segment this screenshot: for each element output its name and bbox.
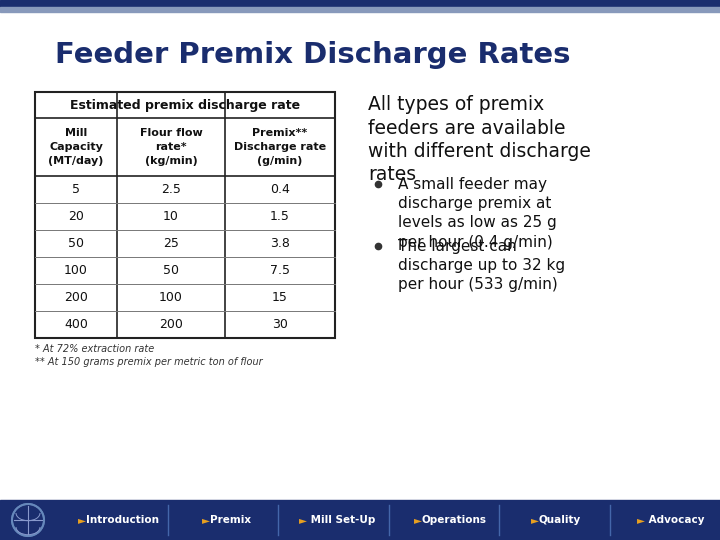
Text: Estimated premix discharge rate: Estimated premix discharge rate xyxy=(70,98,300,111)
Text: Quality: Quality xyxy=(539,515,581,525)
Bar xyxy=(35,92,335,338)
Text: 50: 50 xyxy=(68,237,84,250)
Text: 2.5: 2.5 xyxy=(161,183,181,196)
Text: 5: 5 xyxy=(72,183,80,196)
Text: Advocacy: Advocacy xyxy=(645,515,704,525)
Text: Introduction: Introduction xyxy=(86,515,159,525)
Text: 0.4: 0.4 xyxy=(270,183,290,196)
Text: 10: 10 xyxy=(163,210,179,223)
Text: The largest can
discharge up to 32 kg
per hour (533 g/min): The largest can discharge up to 32 kg pe… xyxy=(398,239,565,292)
Text: ** At 150 grams premix per metric ton of flour: ** At 150 grams premix per metric ton of… xyxy=(35,357,263,367)
Text: 200: 200 xyxy=(64,291,88,304)
Text: A small feeder may
discharge premix at
levels as low as 25 g
per hour (0.4 g/min: A small feeder may discharge premix at l… xyxy=(398,177,557,249)
Text: 20: 20 xyxy=(68,210,84,223)
Circle shape xyxy=(12,504,44,536)
Text: 100: 100 xyxy=(64,264,88,277)
Text: * At 72% extraction rate: * At 72% extraction rate xyxy=(35,344,154,354)
Text: 1.5: 1.5 xyxy=(270,210,290,223)
Text: 15: 15 xyxy=(272,291,288,304)
Text: ►: ► xyxy=(299,515,307,525)
Text: ►: ► xyxy=(531,515,539,525)
Text: Operations: Operations xyxy=(422,515,487,525)
Text: ►: ► xyxy=(637,515,645,525)
Bar xyxy=(0,0,720,7)
Text: Mill
Capacity
(MT/day): Mill Capacity (MT/day) xyxy=(48,128,104,166)
Text: 3.8: 3.8 xyxy=(270,237,290,250)
Text: Premix**
Discharge rate
(g/min): Premix** Discharge rate (g/min) xyxy=(234,128,326,166)
Text: 100: 100 xyxy=(159,291,183,304)
Text: 30: 30 xyxy=(272,318,288,331)
Text: Mill Set-Up: Mill Set-Up xyxy=(307,515,375,525)
Text: Feeder Premix Discharge Rates: Feeder Premix Discharge Rates xyxy=(55,41,570,69)
Text: ►: ► xyxy=(414,515,422,525)
Text: Premix: Premix xyxy=(210,515,251,525)
Text: 200: 200 xyxy=(159,318,183,331)
Bar xyxy=(0,7,720,12)
Text: 7.5: 7.5 xyxy=(270,264,290,277)
Text: All types of premix
feeders are available
with different discharge
rates: All types of premix feeders are availabl… xyxy=(368,95,591,185)
Text: ►: ► xyxy=(78,515,86,525)
Text: 50: 50 xyxy=(163,264,179,277)
Bar xyxy=(0,500,720,540)
Text: 25: 25 xyxy=(163,237,179,250)
Text: ►: ► xyxy=(202,515,210,525)
Text: 400: 400 xyxy=(64,318,88,331)
Text: Flour flow
rate*
(kg/min): Flour flow rate* (kg/min) xyxy=(140,128,202,166)
